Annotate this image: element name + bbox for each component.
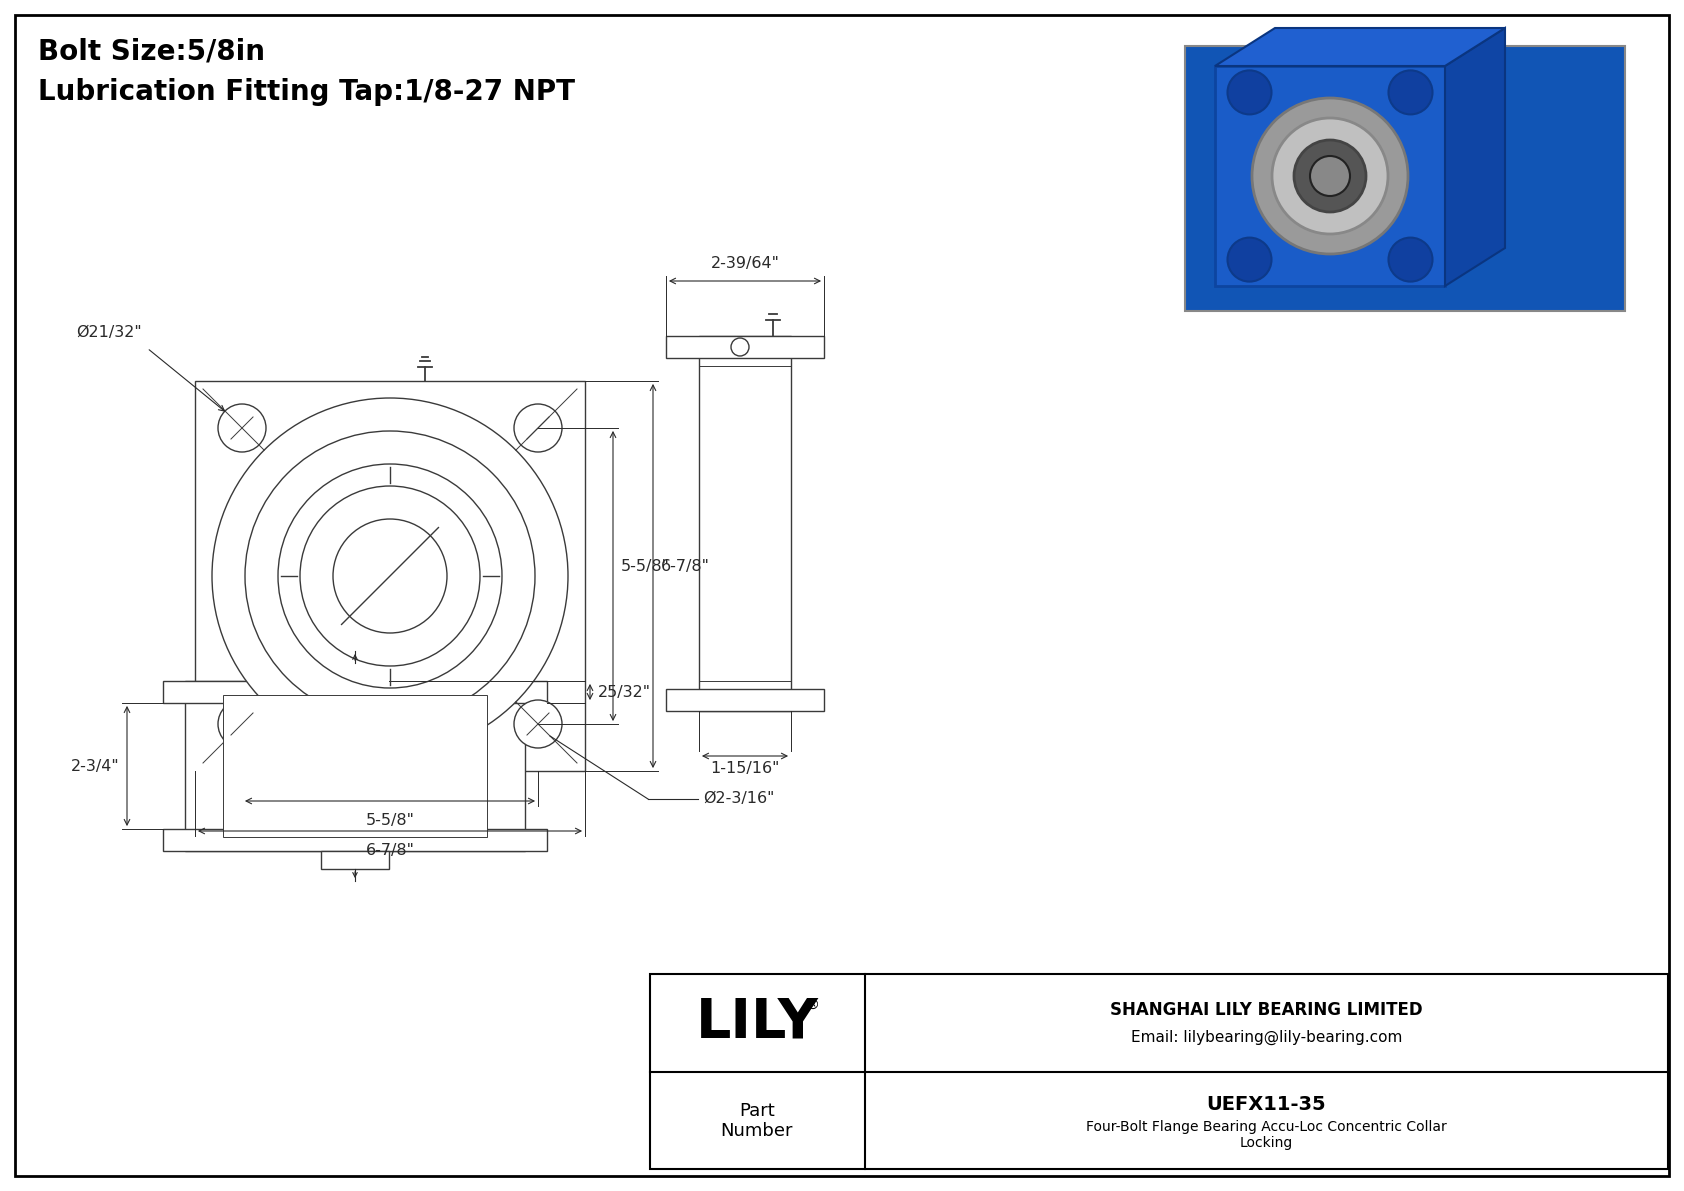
Bar bbox=[650, 974, 1667, 1170]
Circle shape bbox=[217, 700, 266, 748]
Polygon shape bbox=[1214, 29, 1505, 66]
Bar bbox=[665, 690, 823, 711]
Polygon shape bbox=[1445, 29, 1505, 286]
Circle shape bbox=[514, 404, 562, 453]
Bar bbox=[1214, 66, 1445, 286]
Circle shape bbox=[731, 338, 749, 356]
Text: 5-5/8": 5-5/8" bbox=[621, 559, 670, 574]
Bar bbox=[322, 663, 389, 681]
Text: 2-39/64": 2-39/64" bbox=[711, 256, 780, 272]
Text: 1-15/16": 1-15/16" bbox=[711, 761, 780, 777]
Bar bbox=[322, 852, 389, 869]
Text: LILY: LILY bbox=[695, 996, 818, 1050]
Circle shape bbox=[1228, 70, 1271, 114]
Bar bbox=[185, 681, 525, 852]
Circle shape bbox=[1389, 237, 1433, 281]
Text: UEFX11-35: UEFX11-35 bbox=[1207, 1096, 1327, 1115]
Bar bbox=[163, 681, 547, 703]
Bar bbox=[665, 336, 823, 358]
Bar bbox=[699, 336, 791, 711]
Circle shape bbox=[1251, 98, 1408, 254]
Text: Ø21/32": Ø21/32" bbox=[76, 325, 141, 339]
Circle shape bbox=[1389, 70, 1433, 114]
Circle shape bbox=[1293, 141, 1366, 212]
Text: 6-7/8": 6-7/8" bbox=[365, 843, 414, 858]
Text: ®: ® bbox=[805, 999, 818, 1014]
Circle shape bbox=[514, 700, 562, 748]
Text: Four-Bolt Flange Bearing Accu-Loc Concentric Collar
Locking: Four-Bolt Flange Bearing Accu-Loc Concen… bbox=[1086, 1120, 1447, 1151]
Text: 6-7/8": 6-7/8" bbox=[662, 559, 711, 574]
Bar bbox=[163, 829, 547, 852]
Circle shape bbox=[278, 464, 502, 688]
Text: Lubrication Fitting Tap:1/8-27 NPT: Lubrication Fitting Tap:1/8-27 NPT bbox=[39, 77, 574, 106]
Text: Ø2-3/16": Ø2-3/16" bbox=[702, 792, 775, 806]
Text: Part
Number: Part Number bbox=[721, 1102, 793, 1141]
Circle shape bbox=[300, 486, 480, 666]
Circle shape bbox=[217, 404, 266, 453]
Text: 2-3/4": 2-3/4" bbox=[71, 759, 120, 773]
Bar bbox=[195, 381, 584, 771]
Bar bbox=[1186, 46, 1625, 311]
Circle shape bbox=[1310, 156, 1351, 197]
Circle shape bbox=[1228, 237, 1271, 281]
Circle shape bbox=[1271, 118, 1388, 233]
Circle shape bbox=[212, 398, 568, 754]
Text: 5-5/8": 5-5/8" bbox=[365, 813, 414, 828]
Text: SHANGHAI LILY BEARING LIMITED: SHANGHAI LILY BEARING LIMITED bbox=[1110, 1000, 1423, 1019]
Text: Email: lilybearing@lily-bearing.com: Email: lilybearing@lily-bearing.com bbox=[1132, 1029, 1403, 1045]
Circle shape bbox=[244, 431, 536, 721]
Text: 25/32": 25/32" bbox=[598, 685, 652, 699]
Bar bbox=[222, 696, 487, 837]
Circle shape bbox=[333, 519, 446, 632]
Text: Bolt Size:5/8in: Bolt Size:5/8in bbox=[39, 38, 264, 66]
